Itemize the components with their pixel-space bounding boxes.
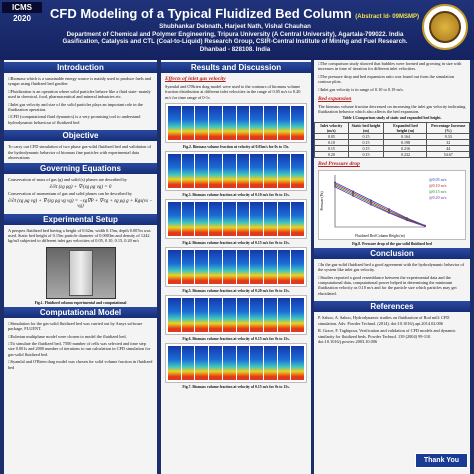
section-experimental: Experimental Setup (4, 213, 157, 225)
bed-height-table: Inlet velocity (m/s) Static bed height (… (314, 121, 470, 158)
fluidized-column-photo (45, 246, 116, 299)
fig3-caption: Fig.3. Biomass volume fraction at veloci… (182, 193, 290, 198)
table-header-row: Inlet velocity (m/s) Static bed height (… (314, 121, 470, 134)
data-point (352, 193, 354, 196)
series-line (334, 183, 426, 227)
simulation-contours (165, 199, 307, 240)
governing-text: Conservation of mass of gas (g) and soli… (8, 177, 153, 210)
computational-text: Simulation for the gas-solid fluidized b… (4, 320, 157, 373)
data-point (334, 184, 336, 187)
data-point (388, 211, 390, 214)
section-governing: Governing Equations (4, 163, 157, 175)
affiliation-1: Department of Chemical and Polymer Engin… (66, 30, 404, 38)
section-results: Results and Discussion (161, 62, 311, 73)
simulation-contours (165, 151, 307, 192)
poster-header: ICMS 2020 CFD Modeling of a Typical Flui… (0, 0, 474, 60)
series-line (334, 184, 426, 227)
simulation-contours (165, 343, 307, 384)
fig8-caption: Fig.8. Pressure drop of the gas-solid fl… (352, 241, 432, 246)
section-references: References (314, 301, 470, 313)
experimental-text: A perspex fluidized bed having a height … (8, 227, 151, 244)
y-axis-label: Pressure (Pa) (320, 191, 324, 211)
bed-expansion-head: Bed expansion (318, 96, 352, 103)
fig1-caption: Fig.1. Fluidized column experimental and… (34, 300, 127, 305)
right-column: The comparison study showed that bubbles… (314, 60, 470, 474)
fig7-caption: Fig.7. Biomass volume fraction at veloci… (182, 385, 290, 390)
results-text: Syamlal and O'Brien drag model were used… (165, 84, 301, 100)
fig4-caption: Fig.4. Biomass volume fraction at veloci… (182, 241, 290, 246)
series-line (334, 181, 426, 226)
data-point (388, 209, 390, 212)
affiliation-2: Gasification, Catalysis and CTL (Coal-to… (62, 38, 408, 53)
bed-expansion-text: The biomass volume fraction decreased on… (318, 104, 466, 115)
references-text: P. Sahoo, A. Sahoo, Hydrodynamic studies… (318, 315, 456, 344)
middle-column: Results and Discussion Effects of inlet … (161, 60, 311, 474)
fig6-caption: Fig.6. Biomass volume fraction at veloci… (182, 337, 290, 342)
data-point (352, 190, 354, 193)
university-logo (422, 4, 468, 50)
data-point (370, 203, 372, 206)
mass-equation: ∂/∂t (εg ρg) + ∇·(εg ρg vg) = 0 (49, 184, 112, 190)
fig5-caption: Fig.5. Biomass volume fraction at veloci… (182, 289, 290, 294)
thank-you-banner: Thank You (414, 453, 468, 468)
data-point (424, 225, 426, 228)
abstract-id: (Abstract Id- 09MSMP) (355, 14, 419, 20)
section-conclusion: Conclusion (314, 247, 470, 259)
chart-svg: @0.05 m/s@0.10 m/s@0.15 m/s@0.20 m/s Flui… (320, 174, 447, 238)
left-column: Introduction Biomass which is a sustaina… (4, 60, 157, 474)
section-objective: Objective (4, 130, 157, 142)
results-subhead: Effects of inlet gas velocity (165, 76, 226, 82)
momentum-equation: ∂/∂t (εg ρg vg) + ∇·(εg ρg vg vg) = −εg∇… (8, 198, 153, 210)
authors: Shubhankar Debnath, Harjeet Nath, Vishal… (159, 23, 311, 30)
conference-badge: ICMS 2020 (2, 2, 42, 23)
objective-text: To carry out CFD simulation of two phase… (8, 144, 152, 161)
data-point (334, 182, 336, 185)
chart-axes (334, 174, 425, 228)
pressure-drop-head: Bed Pressure drop (318, 160, 360, 167)
simulation-contours (165, 295, 307, 336)
author-block: Shubhankar Debnath, Harjeet Nath, Vishal… (50, 23, 420, 53)
data-point (388, 208, 390, 210)
legend-entry: @0.10 m/s (429, 183, 447, 188)
intro-text: Biomass which is a sustainable energy so… (4, 75, 157, 128)
data-point (370, 202, 372, 204)
table1-caption: Table 1.Comparison study of static and e… (342, 115, 442, 120)
x-axis-label: Fluidized Bed Column Height (m) (355, 234, 405, 238)
data-point (334, 181, 336, 184)
fig2-caption: Fig.2. Biomass volume fraction at veloci… (182, 145, 290, 150)
pressure-drop-chart: @0.05 m/s @0.10 m/s @0.15 m/s @0.20 m/s Flui… (318, 169, 466, 240)
results-bullets: The comparison study showed that bubbles… (314, 60, 470, 95)
data-point (334, 185, 336, 188)
series-line (334, 186, 426, 227)
legend-entry: @0.20 m/s (429, 195, 447, 200)
legend-entry: @0.05 m/s (429, 177, 447, 182)
simulation-contours (165, 247, 307, 288)
simulation-contours (165, 103, 307, 144)
data-point (370, 199, 372, 202)
data-point (370, 200, 372, 203)
section-computational: Computational Model (4, 306, 157, 318)
section-introduction: Introduction (4, 62, 157, 73)
conclusion-text: In the gas-solid fluidized bed a good ag… (314, 261, 470, 299)
data-point (352, 191, 354, 194)
data-point (352, 194, 354, 197)
poster-title: CFD Modeling of a Typical Fluidized Bed … (50, 6, 419, 21)
data-point (406, 219, 408, 222)
legend-entry: @0.15 m/s (429, 189, 447, 194)
table-row: 0.20 0.15 0.232 54.67 (314, 150, 470, 158)
